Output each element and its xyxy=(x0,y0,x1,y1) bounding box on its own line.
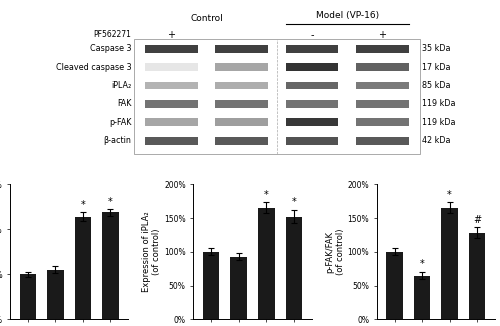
Text: PF562271: PF562271 xyxy=(94,30,131,39)
Bar xyxy=(145,63,198,71)
Bar xyxy=(145,137,198,144)
Bar xyxy=(102,212,118,319)
Text: Cleaved caspase 3: Cleaved caspase 3 xyxy=(56,63,131,72)
Bar xyxy=(356,100,408,108)
Bar xyxy=(215,45,268,52)
Text: *: * xyxy=(292,197,296,207)
Bar xyxy=(134,39,420,154)
Bar xyxy=(442,208,458,319)
Text: *: * xyxy=(80,200,86,210)
Bar xyxy=(356,63,408,71)
Text: iPLA₂: iPLA₂ xyxy=(111,81,131,90)
Bar xyxy=(286,118,339,126)
Bar xyxy=(286,82,339,89)
Bar xyxy=(414,275,430,319)
Text: 85 kDa: 85 kDa xyxy=(422,81,451,90)
Text: p-FAK: p-FAK xyxy=(109,118,131,127)
Bar xyxy=(20,274,36,319)
Bar xyxy=(286,63,339,71)
Bar xyxy=(356,82,408,89)
Bar xyxy=(203,252,220,319)
Y-axis label: Expression of iPLA₂
(of control): Expression of iPLA₂ (of control) xyxy=(142,212,162,292)
Text: #: # xyxy=(473,215,481,225)
Text: +: + xyxy=(378,30,386,40)
Text: Model (VP-16): Model (VP-16) xyxy=(316,11,378,20)
Bar xyxy=(145,118,198,126)
Y-axis label: p-FAK/FAK
(of control): p-FAK/FAK (of control) xyxy=(326,229,344,275)
Bar xyxy=(145,82,198,89)
Text: *: * xyxy=(108,197,113,207)
Bar xyxy=(47,270,64,319)
Bar xyxy=(356,45,408,52)
Bar xyxy=(215,118,268,126)
Bar xyxy=(356,118,408,126)
Bar xyxy=(286,137,339,144)
Bar xyxy=(286,217,302,319)
Bar xyxy=(356,137,408,144)
Bar xyxy=(386,252,403,319)
Bar xyxy=(230,257,247,319)
Text: *: * xyxy=(264,190,268,200)
Text: Caspase 3: Caspase 3 xyxy=(90,44,131,53)
Text: 17 kDa: 17 kDa xyxy=(422,63,451,72)
Text: *: * xyxy=(447,190,452,200)
Bar xyxy=(258,208,274,319)
Bar xyxy=(286,45,339,52)
Text: 119 kDa: 119 kDa xyxy=(422,99,456,109)
Text: -: - xyxy=(310,30,314,40)
Bar xyxy=(145,45,198,52)
Bar xyxy=(215,82,268,89)
Bar xyxy=(74,217,91,319)
Text: 119 kDa: 119 kDa xyxy=(422,118,456,127)
Text: Control: Control xyxy=(190,14,223,23)
Bar xyxy=(286,100,339,108)
Bar xyxy=(469,233,486,319)
Bar xyxy=(215,137,268,144)
Text: 35 kDa: 35 kDa xyxy=(422,44,451,53)
Text: β-actin: β-actin xyxy=(104,136,131,145)
Text: 42 kDa: 42 kDa xyxy=(422,136,451,145)
Text: FAK: FAK xyxy=(117,99,131,109)
Bar xyxy=(215,100,268,108)
Text: +: + xyxy=(168,30,175,40)
Bar xyxy=(145,100,198,108)
Bar xyxy=(215,63,268,71)
Text: *: * xyxy=(420,259,424,269)
